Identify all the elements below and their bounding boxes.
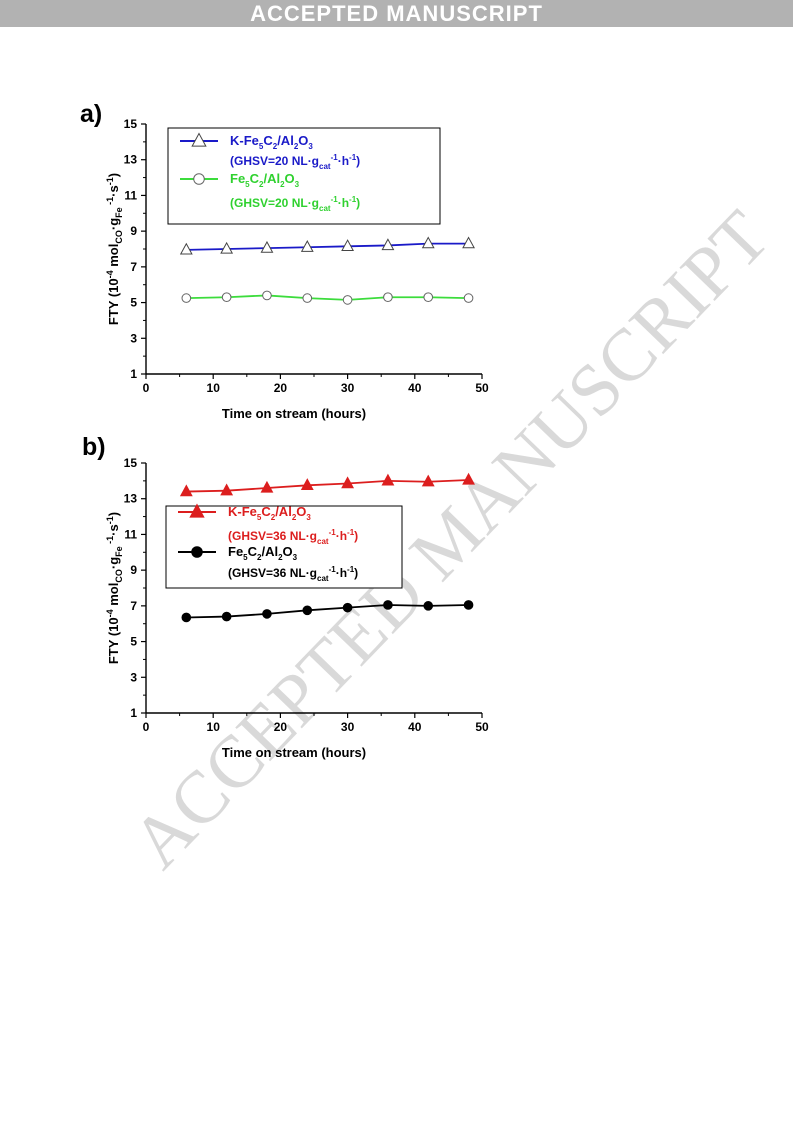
legend-marker — [191, 132, 207, 147]
data-point — [220, 483, 234, 496]
y-tick-label: 15 — [124, 456, 138, 470]
data-point — [220, 241, 234, 254]
data-point — [342, 295, 353, 305]
series-line — [186, 242, 469, 251]
data-point — [341, 239, 355, 251]
data-point — [463, 600, 474, 610]
x-tick-label: 40 — [408, 381, 422, 395]
data-point — [423, 601, 434, 611]
x-tick-label: 0 — [143, 381, 150, 395]
legend-series-name: Fe5C2/Al2O3 — [228, 544, 298, 562]
y-tick-label: 11 — [124, 188, 137, 202]
data-point — [381, 238, 395, 251]
x-axis-label: Time on stream (hours) — [222, 406, 366, 421]
legend-marker — [193, 173, 205, 185]
y-axis-label: FTY (10-4 molCO·gFe -1·s-1) — [105, 512, 124, 664]
x-tick-label: 0 — [143, 720, 150, 734]
data-point — [383, 292, 393, 303]
data-point — [383, 600, 393, 610]
series-line — [186, 604, 469, 619]
data-point — [260, 480, 274, 493]
y-tick-label: 3 — [130, 670, 137, 684]
data-point — [181, 293, 192, 303]
data-point — [179, 242, 193, 255]
y-tick-label: 1 — [130, 706, 137, 720]
x-tick-label: 20 — [274, 720, 288, 734]
data-point — [421, 474, 435, 487]
legend-series-name: K-Fe5C2/Al2O3 — [228, 504, 311, 522]
series-line — [186, 479, 469, 493]
data-point — [421, 236, 435, 249]
y-tick-label: 5 — [130, 635, 137, 649]
data-point — [302, 293, 313, 303]
legend-series-name: Fe5C2/Al2O3 — [230, 171, 300, 189]
y-tick-label: 7 — [130, 599, 137, 613]
legend-box — [167, 127, 441, 225]
x-tick-label: 40 — [408, 720, 422, 734]
panel-label: b) — [82, 433, 106, 461]
data-point — [262, 609, 272, 619]
accepted-manuscript-banner: ACCEPTED MANUSCRIPT — [0, 0, 793, 27]
legend-series-condition: (GHSV=36 NL·gcat-1·h-1) — [228, 528, 358, 546]
legend-marker — [191, 546, 203, 558]
data-point — [262, 290, 272, 301]
data-point — [341, 476, 355, 489]
legend-series-condition: (GHSV=20 NL·gcat-1·h-1) — [230, 195, 360, 213]
data-point — [342, 602, 353, 613]
y-tick-label: 7 — [130, 260, 137, 274]
panel-label: a) — [80, 100, 102, 128]
x-tick-label: 20 — [274, 381, 288, 395]
data-point — [463, 293, 474, 303]
x-tick-label: 50 — [475, 381, 489, 395]
data-point — [300, 240, 314, 252]
legend-box — [165, 505, 403, 589]
x-tick-label: 30 — [341, 381, 355, 395]
legend-series-name: K-Fe5C2/Al2O3 — [230, 133, 313, 151]
legend-series-condition: (GHSV=36 NL·gcat-1·h-1) — [228, 565, 358, 583]
y-tick-label: 1 — [130, 367, 137, 381]
y-tick-label: 13 — [124, 153, 138, 167]
legend-marker — [189, 503, 205, 518]
data-point — [181, 612, 192, 623]
x-tick-label: 50 — [475, 720, 489, 734]
y-tick-label: 9 — [130, 563, 137, 577]
legend-series-condition: (GHSV=20 NL·gcat-1·h-1) — [230, 153, 360, 171]
x-axis-label: Time on stream (hours) — [222, 745, 366, 760]
data-point — [462, 472, 475, 485]
data-point — [260, 240, 274, 253]
x-tick-label: 10 — [207, 720, 221, 734]
data-point — [179, 484, 193, 497]
y-tick-label: 3 — [130, 331, 137, 345]
y-tick-label: 15 — [124, 117, 138, 131]
x-tick-label: 30 — [341, 720, 355, 734]
data-point — [462, 236, 475, 249]
data-point — [302, 605, 313, 616]
data-point — [300, 478, 314, 490]
y-tick-label: 5 — [130, 296, 137, 310]
data-point — [221, 292, 232, 303]
y-tick-label: 9 — [130, 224, 137, 238]
y-tick-label: 11 — [124, 527, 137, 541]
data-point — [423, 292, 434, 303]
data-point — [381, 473, 395, 486]
x-tick-label: 10 — [207, 381, 221, 395]
y-tick-label: 13 — [124, 492, 138, 506]
data-point — [221, 611, 232, 622]
y-axis-label: FTY (10-4 molCO·gFe -1·s-1) — [105, 173, 124, 325]
series-line — [186, 294, 469, 301]
